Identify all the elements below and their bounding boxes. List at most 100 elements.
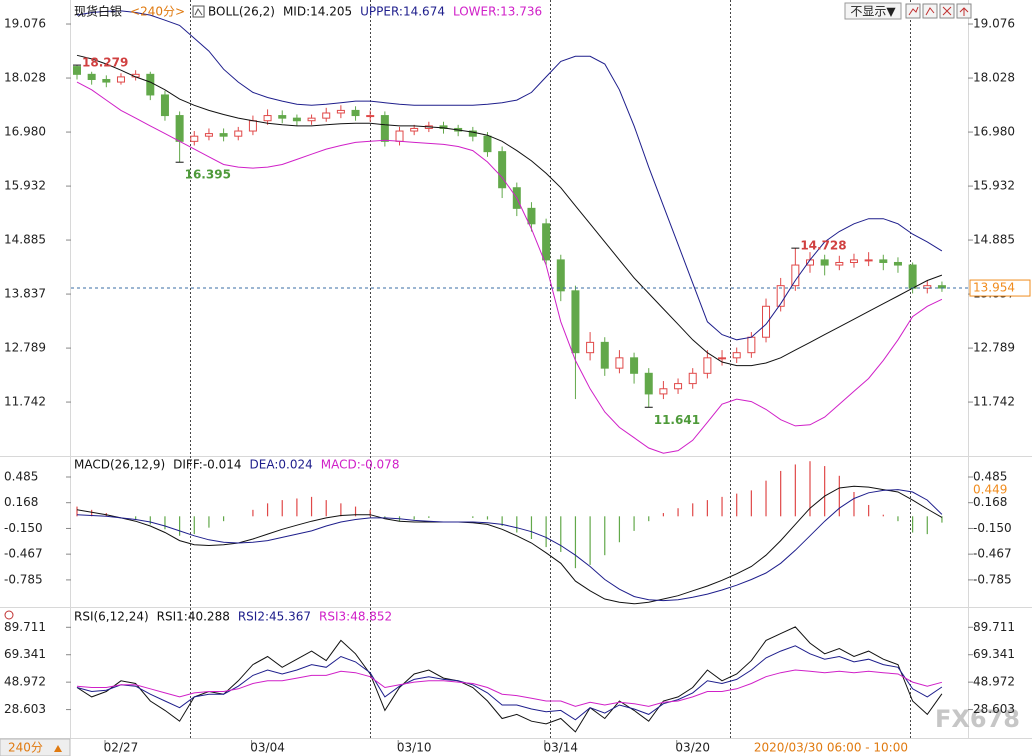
- extreme-label: 14.728: [800, 239, 846, 253]
- period-selector-label[interactable]: 240分: [8, 741, 43, 755]
- indicator-line: [76, 54, 943, 367]
- candle-body: [630, 357, 639, 374]
- period-selector-arrow: [54, 745, 62, 752]
- panel-rsi: 89.711 89.711 69.341 69.341 48.972 48.972 28.6…: [4, 620, 1015, 733]
- symbol-title: 现货白银: [74, 4, 122, 19]
- y-tick-label-left: 11.742: [4, 395, 46, 409]
- indicator-icon-glyph: [194, 8, 203, 16]
- y-tick-label-left: 0.485: [4, 470, 38, 484]
- y-tick-label-left: 15.932: [4, 179, 46, 193]
- candle-body: [410, 127, 419, 132]
- toolbar-icon-glyph: [942, 6, 952, 16]
- legend-entry: LOWER:13.736: [453, 5, 542, 19]
- candle-body: [571, 290, 580, 354]
- last-price-box: [969, 279, 1031, 297]
- legend-entry: RSI3:48.852: [319, 610, 392, 624]
- candle-body: [556, 259, 565, 292]
- macd-marker-label: 0.449: [973, 482, 1007, 496]
- toolbar: 不显示▼: [844, 2, 972, 20]
- candle-body: [498, 151, 507, 189]
- candle-body: [73, 66, 81, 75]
- legend-entry: UPPER:14.674: [360, 5, 445, 19]
- legend-entry: MID:14.205: [283, 5, 352, 19]
- candle-body: [116, 76, 125, 83]
- indicator-icon: [192, 5, 205, 18]
- y-tick-label-left: 18.028: [4, 71, 46, 85]
- panel-macd: 0.485 0.485 0.168 0.168 -0.150 -0.150 -0.467 -0…: [4, 461, 1012, 605]
- y-tick-label-right: 48.972: [973, 675, 1015, 689]
- candle-body: [366, 115, 375, 118]
- candle-body: [864, 259, 873, 262]
- candle-body: [292, 117, 301, 122]
- candle-body: [615, 357, 624, 369]
- legend-entry: DEA:0.024: [250, 458, 313, 472]
- candle-body: [336, 109, 345, 114]
- y-tick-label-right: 11.742: [973, 395, 1015, 409]
- display-toggle-label[interactable]: 不显示▼: [850, 5, 896, 19]
- y-tick-label-left: 14.885: [4, 233, 46, 247]
- y-tick-label-right: 19.076: [973, 17, 1015, 31]
- candle-body: [278, 115, 287, 119]
- indicator-line: [76, 489, 943, 602]
- y-tick-label-left: 19.076: [4, 17, 46, 31]
- y-tick-label-left: 48.972: [4, 675, 46, 689]
- indicator-line: [76, 81, 943, 454]
- y-tick-label-left: 13.837: [4, 287, 46, 301]
- toolbar-icon-glyph: [908, 6, 919, 16]
- candle-body: [263, 115, 272, 122]
- x-tick-label: 02/27: [104, 741, 139, 755]
- x-tick-label: 03/04: [250, 741, 285, 755]
- candle-body: [908, 264, 917, 289]
- y-tick-label-left: 0.168: [4, 495, 38, 509]
- y-tick-label-right: 12.789: [973, 341, 1015, 355]
- period-separators: [190, 0, 911, 738]
- candle-body: [322, 112, 331, 119]
- y-tick-label-right: -0.785: [973, 572, 1012, 586]
- x-tick-label: 03/10: [397, 741, 432, 755]
- y-tick-label-right: 18.028: [973, 71, 1015, 85]
- period-selector[interactable]: [0, 738, 71, 756]
- candle-body: [483, 135, 492, 153]
- toolbar-icon[interactable]: [905, 3, 921, 19]
- candle-body: [644, 372, 653, 395]
- y-tick-label-left: 69.341: [4, 647, 46, 661]
- y-tick-label-right: 28.603: [973, 702, 1015, 716]
- period-label: <240分>: [130, 5, 185, 19]
- candle-body: [175, 115, 184, 142]
- y-tick-label-left: -0.150: [4, 521, 43, 535]
- candle-body: [248, 120, 257, 132]
- y-tick-label-right: 14.885: [973, 233, 1015, 247]
- x-tick-label: 03/20: [675, 741, 710, 755]
- settings-icon[interactable]: [4, 610, 14, 620]
- y-tick-label-left: 16.980: [4, 125, 46, 139]
- y-tick-label-right: 89.711: [973, 620, 1015, 634]
- y-tick-label-left: 89.711: [4, 620, 46, 634]
- y-tick-label-left: -0.785: [4, 572, 43, 586]
- last-price-label: 13.954: [973, 281, 1015, 295]
- cursor-time: 2020/03/30 06:00 - 10:00: [754, 741, 908, 755]
- candle-body: [703, 357, 712, 374]
- y-tick-label-left: -0.467: [4, 547, 43, 561]
- candle-body: [747, 336, 756, 354]
- toolbar-icon[interactable]: [922, 3, 938, 19]
- candle-body: [160, 94, 169, 117]
- candle-body: [87, 73, 96, 80]
- indicator-line: [76, 645, 943, 721]
- candle-body: [688, 372, 697, 385]
- candle-body: [380, 115, 389, 142]
- candle-body: [835, 261, 844, 266]
- y-tick-label-left: 28.603: [4, 702, 46, 716]
- extreme-label: 11.641: [654, 413, 700, 427]
- indicator-line: [76, 669, 943, 707]
- panel-candlestick: 19.076 19.076 18.028 18.028 16.980 16.980 15.9…: [4, 5, 1031, 755]
- candle-body: [204, 133, 213, 137]
- y-tick-label-right: -0.467: [973, 547, 1012, 561]
- watermark: FX678: [935, 705, 1020, 733]
- candle-body: [762, 305, 771, 338]
- candle-body: [307, 117, 316, 122]
- candle-body: [219, 133, 228, 137]
- y-tick-label-right: 0.485: [973, 470, 1007, 484]
- display-toggle-button[interactable]: [844, 2, 902, 20]
